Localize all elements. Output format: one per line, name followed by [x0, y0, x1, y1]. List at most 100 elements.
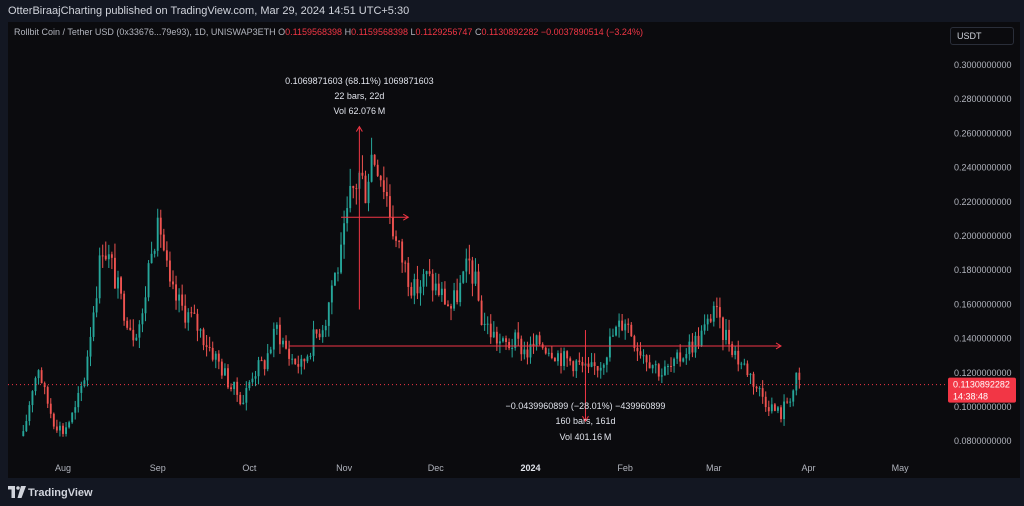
candle-body: [181, 294, 184, 306]
publisher-bar: OtterBiraajCharting published on Trading…: [0, 0, 1024, 22]
candle-body: [557, 353, 559, 362]
candle-body: [618, 320, 621, 327]
candle-body: [266, 353, 269, 370]
y-axis[interactable]: 0.3000000000 0.2800000000 0.2600000000 0.24…: [954, 60, 1012, 446]
chart-frame[interactable]: [8, 22, 1020, 478]
y-tick-label: 0.2200000000: [954, 197, 1012, 207]
candle: [349, 168, 352, 213]
candle: [318, 328, 321, 340]
candle: [465, 248, 468, 283]
candle-body: [330, 285, 333, 303]
candle-body: [639, 351, 642, 356]
candle-body: [126, 320, 129, 328]
measure-tools[interactable]: 0.1069871603 (68.11%) 1069871603 22 bars,…: [285, 76, 782, 442]
candle: [208, 336, 211, 352]
candle: [388, 184, 391, 225]
candle: [667, 363, 669, 375]
candle: [621, 313, 624, 332]
candle-body: [337, 272, 339, 274]
candle-body: [150, 253, 153, 264]
candle-body: [553, 358, 556, 362]
candle: [523, 341, 526, 360]
candle: [141, 308, 144, 333]
candle: [245, 381, 248, 411]
candle: [74, 400, 77, 420]
x-tick-label: Mar: [706, 463, 722, 473]
candle-body: [569, 358, 572, 362]
candle: [529, 336, 532, 364]
candle: [538, 331, 541, 346]
candle-body: [95, 298, 98, 313]
candle: [260, 356, 263, 362]
candle-body: [538, 335, 541, 345]
candle: [346, 196, 349, 232]
candle-body: [777, 407, 779, 411]
candle: [544, 346, 547, 355]
candle: [712, 301, 715, 327]
candle-body: [318, 333, 321, 338]
currency-button[interactable]: USDT: [950, 27, 1014, 45]
candle: [489, 314, 492, 344]
candle-body: [474, 271, 477, 284]
candle-body: [590, 362, 593, 367]
candle-body: [110, 254, 113, 258]
candle-body: [31, 391, 34, 406]
candle: [767, 400, 770, 416]
close-label: C: [474, 27, 482, 37]
candle: [581, 356, 584, 373]
candle-body: [71, 412, 74, 423]
candle: [612, 328, 614, 338]
candle: [376, 159, 379, 178]
candle: [718, 297, 721, 329]
candle-body: [123, 293, 126, 321]
candle-body: [117, 277, 119, 289]
candle-body: [477, 271, 480, 301]
candle-body: [101, 255, 104, 257]
candle-body: [104, 255, 107, 260]
candle: [282, 337, 284, 348]
x-tick-label: May: [892, 463, 910, 473]
candle: [468, 244, 471, 275]
candle: [477, 263, 480, 302]
candle-body: [657, 364, 660, 377]
candle: [502, 336, 504, 343]
candle: [230, 383, 232, 392]
candle-body: [40, 370, 43, 384]
candle-body: [456, 290, 459, 303]
publisher-line: OtterBiraajCharting published on Trading…: [8, 5, 410, 17]
candle-body: [413, 279, 416, 296]
price-chart[interactable]: 0.3000000000 0.2800000000 0.2600000000 0.24…: [0, 0, 1024, 478]
candle: [526, 341, 529, 365]
candle-body: [670, 365, 672, 367]
candle: [770, 397, 773, 414]
candle-body: [648, 362, 651, 369]
candle: [80, 381, 83, 402]
candle: [575, 359, 578, 378]
candle-body: [278, 324, 281, 345]
x-axis[interactable]: Aug Sep Oct Nov Dec 2024 Feb Mar Apr May: [55, 463, 909, 473]
candle: [682, 357, 685, 363]
candle: [95, 286, 98, 318]
candle: [752, 371, 755, 395]
candle-body: [340, 244, 342, 273]
candle-body: [120, 277, 122, 294]
candle-body: [517, 332, 520, 339]
candle: [657, 362, 660, 381]
candle-body: [113, 257, 116, 289]
candle: [199, 328, 202, 338]
candle-body: [220, 361, 223, 376]
candle-body: [502, 338, 504, 342]
candle: [792, 389, 795, 407]
candle-body: [673, 358, 676, 367]
measure-down-volume-label: Vol 401.16 M: [560, 432, 612, 442]
candle: [263, 359, 266, 376]
candle-body: [798, 372, 801, 380]
candle-body: [718, 307, 721, 318]
candle-body: [303, 358, 306, 362]
candle: [28, 401, 31, 426]
candle-body: [135, 337, 138, 341]
candle-body: [587, 363, 590, 367]
candle: [725, 319, 727, 345]
candle-body: [703, 324, 706, 331]
candle-body: [773, 404, 776, 411]
